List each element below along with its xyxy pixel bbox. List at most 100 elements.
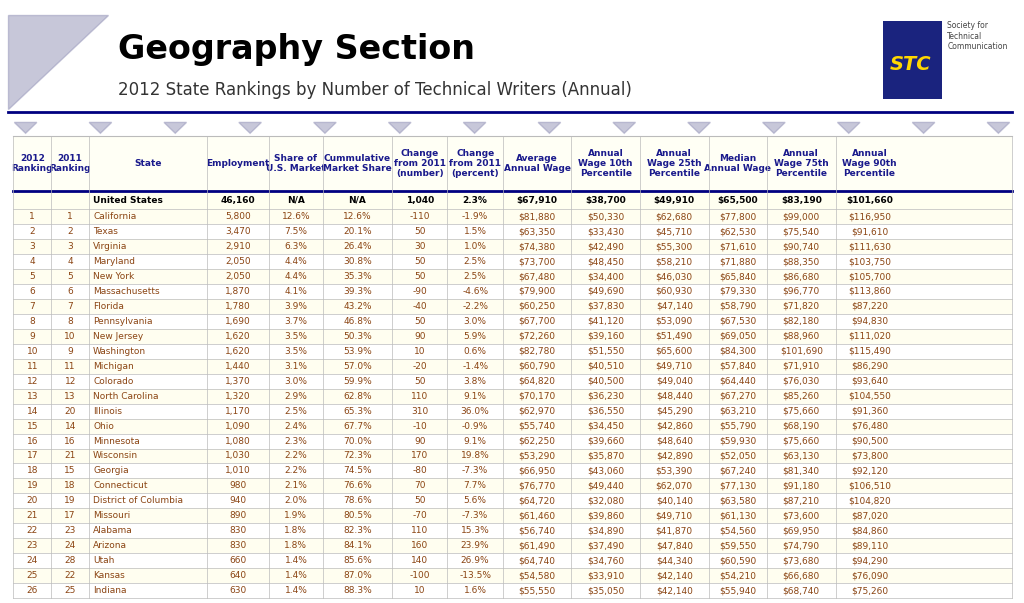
Text: 18: 18 bbox=[27, 467, 38, 475]
Text: $72,260: $72,260 bbox=[518, 332, 556, 341]
Text: 82.3%: 82.3% bbox=[343, 526, 372, 535]
Text: $105,700: $105,700 bbox=[848, 272, 891, 281]
Text: $55,940: $55,940 bbox=[719, 586, 757, 595]
Text: $73,700: $73,700 bbox=[518, 257, 556, 266]
Text: $49,710: $49,710 bbox=[655, 362, 693, 371]
FancyBboxPatch shape bbox=[883, 21, 942, 99]
Text: Massachusetts: Massachusetts bbox=[93, 287, 160, 296]
Text: $87,220: $87,220 bbox=[851, 302, 888, 311]
Text: $116,950: $116,950 bbox=[848, 212, 891, 221]
Text: 43.2%: 43.2% bbox=[343, 302, 372, 311]
Text: N/A: N/A bbox=[348, 196, 367, 204]
Text: $90,500: $90,500 bbox=[851, 437, 888, 446]
Text: $44,340: $44,340 bbox=[655, 556, 693, 565]
Text: $64,720: $64,720 bbox=[518, 496, 556, 505]
Text: 12.6%: 12.6% bbox=[282, 212, 310, 221]
Text: $50,330: $50,330 bbox=[587, 212, 625, 221]
Text: 6.3%: 6.3% bbox=[285, 242, 307, 251]
Text: Georgia: Georgia bbox=[93, 467, 129, 475]
Text: Change
from 2011
(number): Change from 2011 (number) bbox=[394, 148, 445, 178]
Text: 19: 19 bbox=[27, 481, 38, 490]
Text: North Carolina: North Carolina bbox=[93, 392, 159, 400]
Text: 10: 10 bbox=[27, 347, 38, 356]
Text: $82,780: $82,780 bbox=[518, 347, 556, 356]
Text: $67,240: $67,240 bbox=[719, 467, 757, 475]
FancyBboxPatch shape bbox=[13, 314, 1012, 329]
Text: 630: 630 bbox=[229, 586, 247, 595]
Text: $60,790: $60,790 bbox=[518, 362, 556, 371]
Text: 80.5%: 80.5% bbox=[343, 511, 372, 520]
Text: 15: 15 bbox=[27, 421, 38, 431]
Text: 23: 23 bbox=[27, 541, 38, 550]
Text: -2.2%: -2.2% bbox=[462, 302, 488, 311]
Text: $73,800: $73,800 bbox=[851, 452, 888, 461]
Text: $99,000: $99,000 bbox=[782, 212, 820, 221]
Text: 830: 830 bbox=[229, 541, 247, 550]
Polygon shape bbox=[838, 122, 860, 133]
Text: 84.1%: 84.1% bbox=[343, 541, 372, 550]
Text: 0.6%: 0.6% bbox=[464, 347, 486, 356]
Text: 50: 50 bbox=[414, 317, 426, 326]
Text: $45,290: $45,290 bbox=[655, 406, 693, 415]
Text: -10: -10 bbox=[413, 421, 427, 431]
Text: $75,540: $75,540 bbox=[782, 227, 820, 236]
Polygon shape bbox=[164, 122, 186, 133]
Text: 3.0%: 3.0% bbox=[464, 317, 486, 326]
Text: 7: 7 bbox=[68, 302, 73, 311]
Text: Annual
Wage 25th
Percentile: Annual Wage 25th Percentile bbox=[647, 148, 701, 178]
FancyBboxPatch shape bbox=[13, 359, 1012, 374]
Text: $61,460: $61,460 bbox=[518, 511, 556, 520]
FancyBboxPatch shape bbox=[13, 508, 1012, 523]
Text: 2012
Ranking: 2012 Ranking bbox=[11, 154, 53, 173]
Text: $36,550: $36,550 bbox=[587, 406, 625, 415]
Text: 39.3%: 39.3% bbox=[343, 287, 372, 296]
Text: Alabama: Alabama bbox=[93, 526, 133, 535]
Text: Employment: Employment bbox=[207, 159, 269, 168]
Text: $73,680: $73,680 bbox=[782, 556, 820, 565]
Text: 3.1%: 3.1% bbox=[285, 362, 307, 371]
Text: $34,400: $34,400 bbox=[587, 272, 625, 281]
Text: Connecticut: Connecticut bbox=[93, 481, 147, 490]
Text: $111,630: $111,630 bbox=[848, 242, 891, 251]
Text: 2.2%: 2.2% bbox=[285, 467, 307, 475]
Text: 3: 3 bbox=[30, 242, 35, 251]
Text: 50: 50 bbox=[414, 272, 426, 281]
Text: $65,840: $65,840 bbox=[719, 272, 757, 281]
Text: 7.5%: 7.5% bbox=[285, 227, 307, 236]
Text: $104,820: $104,820 bbox=[848, 496, 891, 505]
Text: 17: 17 bbox=[27, 452, 38, 461]
Text: $75,660: $75,660 bbox=[782, 437, 820, 446]
Text: $87,020: $87,020 bbox=[851, 511, 888, 520]
FancyBboxPatch shape bbox=[13, 254, 1012, 269]
Text: -70: -70 bbox=[413, 511, 427, 520]
Text: $68,190: $68,190 bbox=[782, 421, 820, 431]
Text: $51,550: $51,550 bbox=[587, 347, 625, 356]
Text: $76,770: $76,770 bbox=[518, 481, 556, 490]
Text: $40,500: $40,500 bbox=[587, 377, 625, 386]
FancyBboxPatch shape bbox=[13, 553, 1012, 568]
Text: 160: 160 bbox=[412, 541, 428, 550]
Text: $69,050: $69,050 bbox=[719, 332, 757, 341]
Text: $91,180: $91,180 bbox=[782, 481, 820, 490]
Text: $49,040: $49,040 bbox=[655, 377, 693, 386]
Text: 9: 9 bbox=[68, 347, 73, 356]
Text: 59.9%: 59.9% bbox=[343, 377, 372, 386]
Text: -1.9%: -1.9% bbox=[462, 212, 488, 221]
Text: 1,320: 1,320 bbox=[225, 392, 251, 400]
Text: 3,470: 3,470 bbox=[225, 227, 251, 236]
Text: 74.5%: 74.5% bbox=[343, 467, 372, 475]
Text: $75,660: $75,660 bbox=[782, 406, 820, 415]
Text: $42,140: $42,140 bbox=[655, 586, 693, 595]
Text: $86,680: $86,680 bbox=[782, 272, 820, 281]
Text: $61,130: $61,130 bbox=[719, 511, 757, 520]
Text: 50: 50 bbox=[414, 496, 426, 505]
Text: Annual
Wage 75th
Percentile: Annual Wage 75th Percentile bbox=[774, 148, 828, 178]
Text: $106,510: $106,510 bbox=[848, 481, 891, 490]
Text: Pennsylvania: Pennsylvania bbox=[93, 317, 153, 326]
Text: 830: 830 bbox=[229, 526, 247, 535]
Text: 1,030: 1,030 bbox=[225, 452, 251, 461]
Text: $68,740: $68,740 bbox=[782, 586, 820, 595]
Text: $65,600: $65,600 bbox=[655, 347, 693, 356]
Text: N/A: N/A bbox=[287, 196, 305, 204]
Text: 87.0%: 87.0% bbox=[343, 571, 372, 580]
